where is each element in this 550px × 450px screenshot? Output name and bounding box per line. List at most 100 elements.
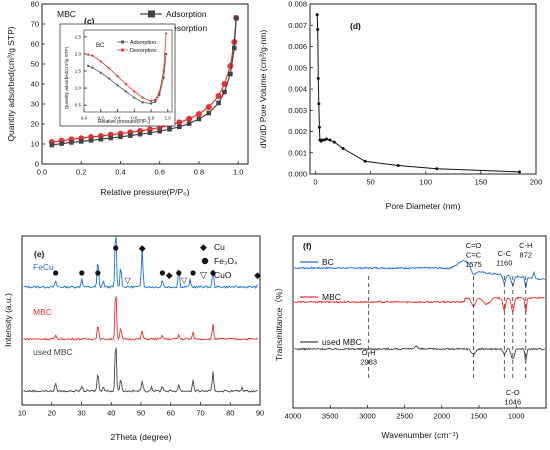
- inset-axes: [83, 29, 173, 113]
- panel-f-x-tick-label: 2500: [396, 412, 413, 421]
- fe3o4-marker: [190, 270, 196, 276]
- panel-d-x-tick-label: 50: [366, 178, 374, 187]
- inset-desorption-point: [91, 54, 94, 57]
- panel-d-y-tick-label: 0.004: [288, 85, 307, 94]
- trace-label-mbc: MBC: [33, 307, 52, 317]
- pore-volume-point: [332, 140, 336, 144]
- panel-c-y-tick-label: 70: [31, 20, 39, 29]
- panel-e-x-tick-label: 90: [256, 409, 264, 418]
- annotation-text: 1160: [496, 259, 512, 268]
- panel-e-x-tick-label: 10: [18, 409, 26, 418]
- panel-c: (c) MBC Adsorption Desorption 0.0 0.2 0.4 0…: [6, 0, 249, 197]
- annotation-text: C-H: [519, 241, 532, 250]
- inset-y-tick-label: 2.5: [75, 34, 82, 39]
- panel-c-xlabel: Relative pressure(P/P₀): [100, 187, 189, 197]
- panel-c-y-tick-label: 60: [31, 40, 39, 49]
- adsorption-point: [137, 131, 143, 137]
- panel-e-ylabel: Intensity (a.u.): [3, 293, 13, 347]
- pore-volume-point: [328, 138, 332, 142]
- inset-adsorption-point: [87, 64, 90, 67]
- fe3o4-marker: [176, 270, 182, 276]
- adsorption-point: [98, 136, 104, 142]
- adsorption-point: [231, 45, 237, 51]
- panel-e-x-tick-label: 60: [167, 409, 175, 418]
- inset-desorption-point: [165, 32, 168, 35]
- pore-volume-point: [363, 159, 367, 163]
- panel-c-y-tick-label: 50: [31, 60, 39, 69]
- panel-f: (f) BC MBC used MBC 4000 3500 3000 2500 2000…: [274, 235, 547, 440]
- inset-ylabel: Quantity adsorbed(cm³/g STP): [64, 46, 69, 109]
- panel-d-y-tick-label: 0.006: [288, 42, 307, 51]
- panel-d-y-tick-label: 0.000: [288, 170, 307, 179]
- pore-volume-point: [317, 125, 321, 129]
- adsorption-point: [127, 133, 133, 138]
- panel-f-xlabel: Wavenumber (cm⁻¹): [382, 430, 459, 440]
- panel-d-x-tick-label: 150: [475, 178, 488, 187]
- fe3o4-marker: [159, 270, 166, 276]
- panel-c-inset: BC Adsorption Desorption 0.0 0.2 0.4 0.6 0.8…: [59, 23, 176, 127]
- annotation-text: O-H: [362, 348, 376, 357]
- desorption-line: [51, 17, 237, 143]
- adsorption-line: [51, 17, 237, 146]
- legend-fe3o4-label: Fe₃O₄: [214, 256, 238, 266]
- legend-cuo-label: CuO: [214, 270, 232, 280]
- panel-d-x-tick-label: 0: [313, 178, 317, 187]
- adsorption-point: [186, 121, 192, 126]
- adsorption-point: [206, 110, 212, 116]
- ftir-trace-mbc: [294, 296, 545, 313]
- pore-volume-point: [517, 170, 521, 174]
- panel-d-xlabel: Pore Diameter (nm): [386, 201, 461, 211]
- panel-c-y-tick-label: 20: [31, 120, 39, 129]
- inset-adsorption-point: [150, 102, 153, 105]
- inset-adsorption-point: [141, 101, 144, 104]
- panel-e-label: (e): [34, 249, 45, 259]
- pore-volume-point: [396, 164, 400, 167]
- pore-volume-point: [316, 76, 320, 80]
- panel-e-x-tick-label: 80: [226, 409, 234, 418]
- panel-e-x-tick-label: 50: [137, 409, 145, 418]
- inset-desorption-point: [99, 60, 102, 63]
- xrd-trace-fecu: [23, 236, 259, 289]
- pore-volume-point: [316, 28, 320, 31]
- inset-adsorption-point: [165, 52, 168, 55]
- desorption-point: [205, 104, 212, 110]
- panel-f-label: (f): [303, 241, 312, 251]
- panel-c-annotation: MBC: [57, 9, 76, 19]
- panel-e-x-tick-label: 20: [48, 409, 56, 418]
- cuo-marker: ▽: [181, 276, 188, 285]
- panel-d-y-tick-label: 0.002: [288, 127, 307, 136]
- desorption-point: [176, 119, 183, 126]
- panel-c-y-tick-label: 40: [31, 80, 39, 89]
- inset-x-tick-label: 1.0: [165, 116, 172, 121]
- inset-x-tick-label: 0.0: [81, 116, 88, 121]
- adsorption-point: [216, 100, 221, 106]
- inset-y-tick-label: 1.5: [75, 69, 82, 74]
- inset-adsorption-point: [162, 76, 165, 79]
- panel-f-x-tick-label: 4000: [285, 412, 302, 421]
- pore-volume-line: [316, 14, 520, 173]
- trace-label-f-used: used MBC: [322, 337, 362, 347]
- trace-label-fecu: FeCu: [33, 262, 54, 272]
- inset-legend-adsorption: Adsorption: [130, 40, 156, 46]
- desorption-point: [215, 93, 222, 99]
- adsorption-point: [78, 139, 84, 144]
- adsorption-point: [167, 126, 172, 132]
- adsorption-point: [196, 116, 202, 122]
- adsorption-point: [118, 134, 123, 140]
- panel-c-x-tick-label: 0.8: [194, 168, 204, 177]
- panel-e-x-tick-label: 70: [196, 409, 204, 418]
- inset-x-tick-label: 0.2: [98, 116, 105, 121]
- panel-c-y-tick-label: 80: [31, 0, 39, 9]
- adsorption-point: [49, 142, 55, 148]
- pore-volume-point: [320, 138, 324, 142]
- xrd-trace-used-mbc: [23, 347, 258, 393]
- panel-c-x-tick-label: 0.6: [154, 168, 164, 177]
- legend-desorption-label: Desorption: [166, 23, 207, 33]
- fe3o4-marker: [95, 270, 101, 276]
- adsorption-point: [108, 135, 113, 141]
- fe3o4-marker: [53, 270, 59, 276]
- inset-desorption-point: [87, 53, 90, 56]
- panel-c-y-tick-label: 10: [31, 140, 39, 149]
- fe3o4-marker: [113, 245, 119, 251]
- annotation-text: C=C: [466, 251, 482, 260]
